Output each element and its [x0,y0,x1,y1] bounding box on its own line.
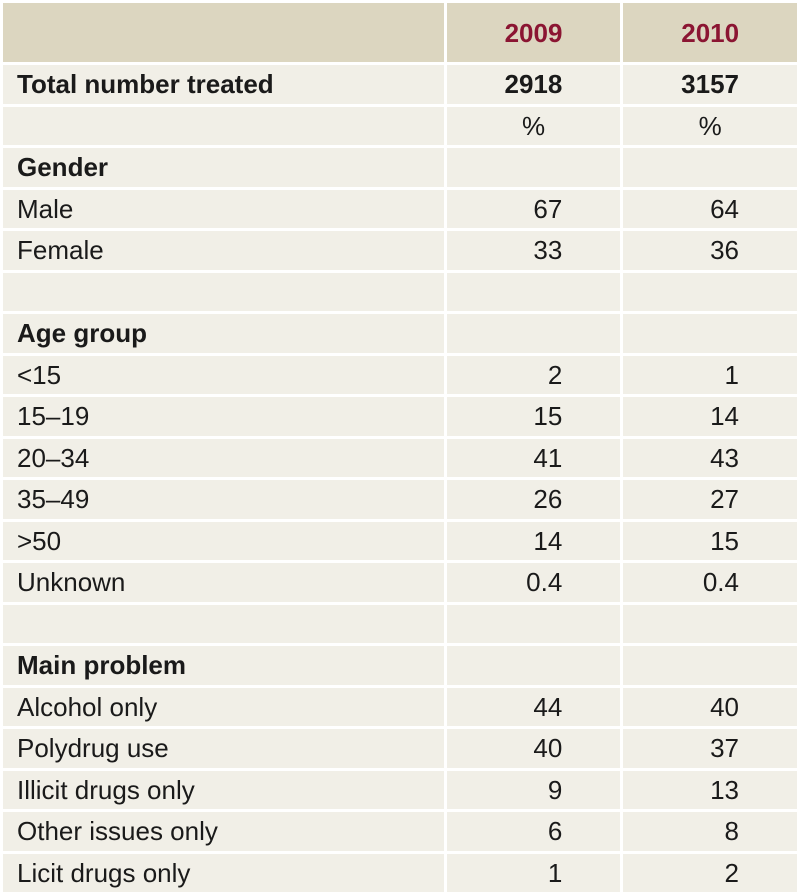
table-row: Polydrug use 40 37 [3,729,797,768]
value-2010: 14 [623,397,797,436]
value-2010: 8 [623,812,797,851]
row-label: Unknown [3,563,444,602]
value-2010: 64 [623,189,797,228]
value-2010: 40 [623,687,797,726]
row-label: <15 [3,355,444,394]
unit-row: % % [3,106,797,145]
spacer-row [3,604,797,643]
row-label: Male [3,189,444,228]
value-2010: 37 [623,729,797,768]
age-group-rows: <15 2 1 15–19 15 14 20–34 41 43 35–49 26 27 >50 14 15 U… [3,355,797,602]
row-label: Other issues only [3,812,444,851]
value-2010: 15 [623,521,797,560]
row-label: Alcohol only [3,687,444,726]
value-2010: 27 [623,480,797,519]
value-2009: 44 [446,687,621,726]
header-row: 2009 2010 [3,3,797,62]
total-label: Total number treated [3,65,444,104]
table-row: Female 33 36 [3,231,797,270]
table-row: Other issues only 6 8 [3,812,797,851]
table-row: Unknown 0.4 0.4 [3,563,797,602]
table-row: Licit drugs only 1 2 [3,853,797,892]
value-2009: 9 [446,770,621,809]
total-2009: 2918 [446,65,621,104]
table-row: 20–34 41 43 [3,438,797,477]
main-problem-rows: Alcohol only 44 40 Polydrug use 40 37 Illicit … [3,687,797,892]
table-row: <15 2 1 [3,355,797,394]
section-title-gender: Gender [3,148,444,187]
table-row: Male 67 64 [3,189,797,228]
value-2009: 15 [446,397,621,436]
year-2010-header: 2010 [623,3,797,62]
value-2010: 0.4 [623,563,797,602]
row-label: Illicit drugs only [3,770,444,809]
value-2009: 26 [446,480,621,519]
section-title-main-problem: Main problem [3,646,444,685]
table-row: 35–49 26 27 [3,480,797,519]
value-2009: 67 [446,189,621,228]
row-label: 20–34 [3,438,444,477]
table-row: 15–19 15 14 [3,397,797,436]
unit-label-cell [3,106,444,145]
value-2010: 1 [623,355,797,394]
row-label: 35–49 [3,480,444,519]
section-title-age-group: Age group [3,314,444,353]
unit-2010: % [623,106,797,145]
section-header-age-group: Age group [3,314,797,353]
section-header-main-problem: Main problem [3,646,797,685]
year-2009-header: 2009 [446,3,621,62]
value-2009: 0.4 [446,563,621,602]
total-row: Total number treated 2918 3157 [3,65,797,104]
unit-2009: % [446,106,621,145]
value-2009: 6 [446,812,621,851]
row-label: Polydrug use [3,729,444,768]
value-2010: 43 [623,438,797,477]
gender-rows: Male 67 64 Female 33 36 [3,189,797,270]
value-2009: 2 [446,355,621,394]
table-row: >50 14 15 [3,521,797,560]
value-2010: 2 [623,853,797,892]
row-label: >50 [3,521,444,560]
value-2009: 14 [446,521,621,560]
value-2010: 36 [623,231,797,270]
value-2009: 1 [446,853,621,892]
value-2009: 41 [446,438,621,477]
table-row: Alcohol only 44 40 [3,687,797,726]
value-2010: 13 [623,770,797,809]
row-label: 15–19 [3,397,444,436]
header-label-cell [3,3,444,62]
total-2010: 3157 [623,65,797,104]
value-2009: 40 [446,729,621,768]
section-header-gender: Gender [3,148,797,187]
row-label: Female [3,231,444,270]
row-label: Licit drugs only [3,853,444,892]
table-row: Illicit drugs only 9 13 [3,770,797,809]
spacer-row [3,272,797,311]
value-2009: 33 [446,231,621,270]
